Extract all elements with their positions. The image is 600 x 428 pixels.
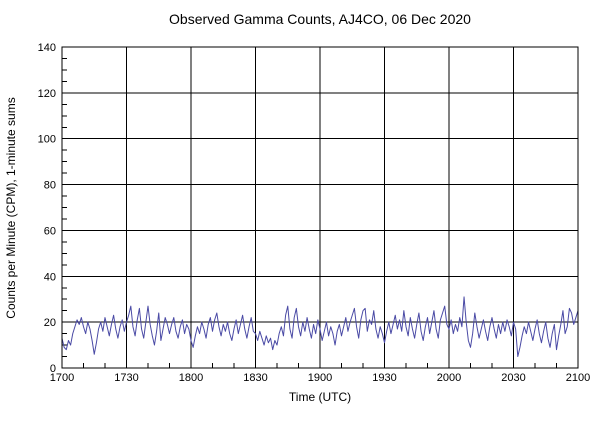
y-tick-label: 40 <box>44 271 56 283</box>
x-axis-title: Time (UTC) <box>289 390 351 404</box>
grid-group <box>61 46 579 369</box>
y-tick-label: 140 <box>38 42 56 54</box>
y-tick-label: 80 <box>44 180 56 192</box>
x-tick-label: 1830 <box>243 372 267 384</box>
x-tick-label: 2000 <box>437 372 461 384</box>
x-tick-label: 1800 <box>179 372 203 384</box>
plot-frame <box>61 46 579 369</box>
tick-labels-group: 1700 1730 1800 1830 1900 1930 2000 2030 2100 0 20 4… <box>38 42 591 384</box>
y-tick-label: 100 <box>38 134 56 146</box>
gamma-counts-line <box>61 296 579 358</box>
y-tick-label: 20 <box>44 317 56 329</box>
x-tick-label: 1930 <box>372 372 396 384</box>
x-tick-label: 1730 <box>114 372 138 384</box>
chart-title: Observed Gamma Counts, AJ4CO, 06 Dec 202… <box>169 11 471 27</box>
y-axis-title: Counts per Minute (CPM), 1-minute sums <box>4 97 18 318</box>
y-tick-label: 0 <box>50 363 56 375</box>
y-tick-label: 120 <box>38 88 56 100</box>
x-tick-label: 1700 <box>50 372 74 384</box>
x-tick-label: 2030 <box>501 372 525 384</box>
y-tick-label: 60 <box>44 225 56 237</box>
x-tick-label: 2100 <box>566 372 590 384</box>
series-group <box>61 296 579 358</box>
x-tick-label: 1900 <box>308 372 332 384</box>
